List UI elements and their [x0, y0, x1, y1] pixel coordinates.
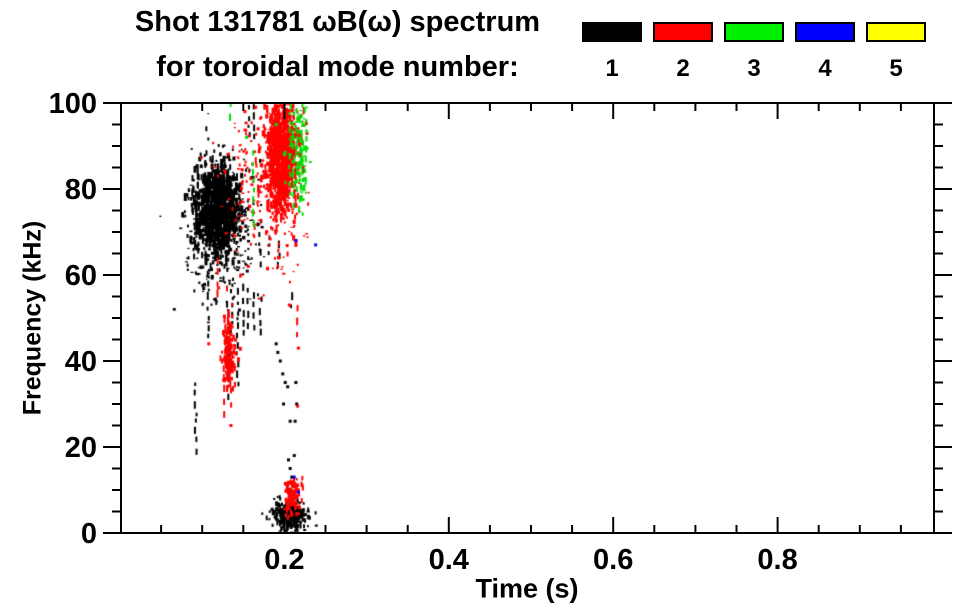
y-tick-label: 0 [81, 518, 97, 550]
y-axis-title: Frequency (kHz) [18, 220, 47, 416]
x-tick-label: 0.6 [593, 544, 633, 576]
y-tick-label: 80 [65, 174, 97, 206]
x-tick-label: 0.4 [429, 544, 469, 576]
x-tick-label: 0.2 [264, 544, 304, 576]
x-axis-title: Time (s) [475, 573, 579, 604]
y-tick-label: 40 [65, 346, 97, 378]
y-tick-label: 60 [65, 260, 97, 292]
y-tick-label: 100 [49, 88, 97, 120]
x-tick-label: 0.8 [757, 544, 797, 576]
y-tick-label: 20 [65, 432, 97, 464]
